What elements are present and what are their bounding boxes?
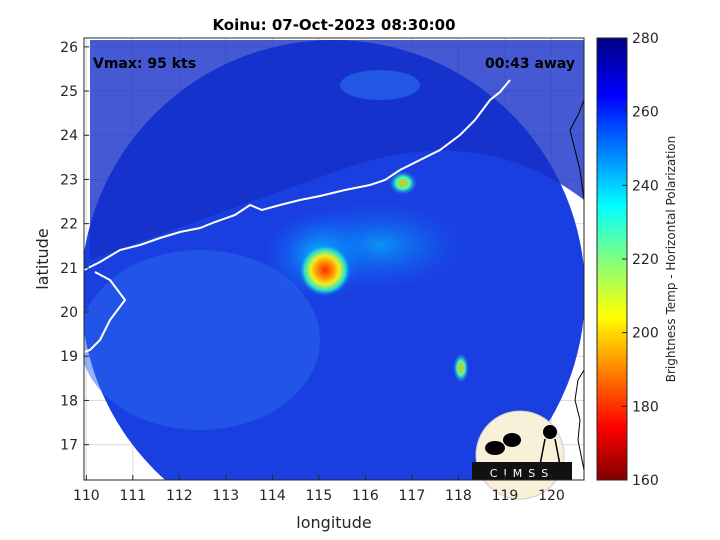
y-tick-label: 25 [60,84,78,100]
x-tick-label: 116 [352,488,379,504]
colorbar-label: Brightness Temp - Horizontal Polarizatio… [664,136,678,383]
x-axis-label: longitude [296,513,371,532]
colorbar-tick-label: 160 [632,473,659,489]
satellite-swath [84,40,584,480]
x-tick-label: 110 [73,488,100,504]
x-tick-label: 113 [212,488,239,504]
axes-frame [83,37,585,481]
cimss-logo: CIMSS [472,410,572,500]
colorbar-tick-label: 280 [632,31,659,47]
colorbar-tick-label: 180 [632,399,659,415]
y-tick-label: 21 [60,261,78,277]
time-away-label: 00:43 away [485,56,575,72]
x-tick-label: 119 [492,488,519,504]
x-tick-label: 115 [306,488,333,504]
y-tick-label: 23 [60,172,78,188]
x-tick-label: 114 [259,488,286,504]
colorbar-tick-label: 220 [632,252,659,268]
colorbar-tick-label: 240 [632,178,659,194]
plot-title: Koinu: 07-Oct-2023 08:30:00 [212,16,455,34]
x-tick-label: 112 [166,488,193,504]
y-tick-label: 18 [60,393,78,409]
y-tick-label: 24 [60,128,78,144]
coastline [84,79,584,471]
x-tick-label: 118 [445,488,472,504]
vmax-label: Vmax: 95 kts [93,56,196,72]
x-tick-label: 120 [538,488,565,504]
cimss-logo-text: CIMSS [490,467,554,480]
y-tick-label: 26 [60,40,78,56]
x-tick-label: 117 [399,488,426,504]
x-tick-label: 111 [119,488,146,504]
colorbar-ticks: 160 180 200 220 240 260 280 [622,31,659,489]
colorbar-tick-label: 260 [632,105,659,121]
axis-ticks: 110 111 112 113 114 115 116 117 118 119 120 17 18 19 2… [60,40,565,504]
y-tick-label: 17 [60,438,78,454]
y-tick-label: 19 [60,349,78,365]
colorbar-tick-label: 200 [632,326,659,342]
y-tick-label: 20 [60,305,78,321]
y-axis-label: latitude [33,228,52,289]
y-tick-label: 22 [60,217,78,233]
